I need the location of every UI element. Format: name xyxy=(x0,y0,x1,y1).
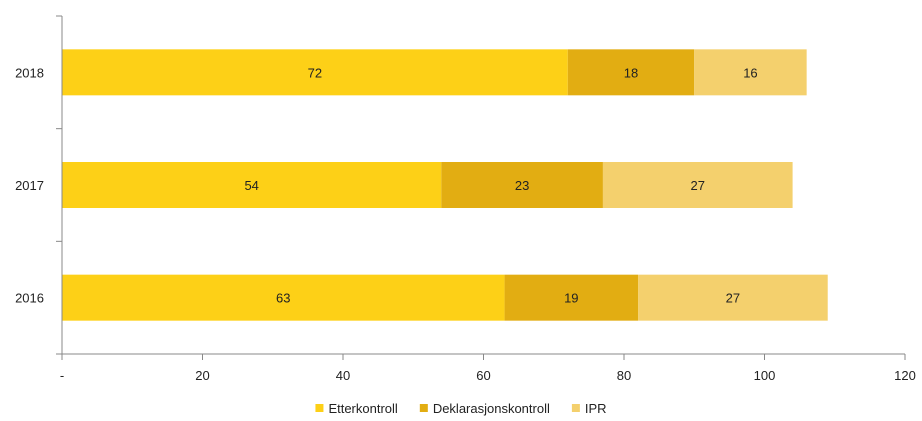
data-label-2018-ipr: 16 xyxy=(743,65,757,80)
y-tick-label-2016: 2016 xyxy=(15,291,44,306)
data-label-2016-ipr: 27 xyxy=(726,291,740,306)
bar-2018-etterkontroll xyxy=(62,49,568,96)
x-tick-label-120: 120 xyxy=(894,368,916,383)
data-label-2017-ipr: 27 xyxy=(691,178,705,193)
legend-label-deklarasjonskontroll: Deklarasjonskontroll xyxy=(433,401,550,416)
x-tick-label-40: 40 xyxy=(336,368,350,383)
labels-layer: 72 18 16 2018 54 23 27 2017 63 19 27 2016 - 20 40 60 80 1… xyxy=(15,65,916,383)
data-label-2017-deklarasjonskontroll: 23 xyxy=(515,178,529,193)
bar-2018-deklarasjonskontroll xyxy=(567,49,695,96)
x-tick-label-60: 60 xyxy=(476,368,490,383)
bar-2017-ipr xyxy=(602,162,793,208)
axes-layer xyxy=(56,15,906,360)
data-label-2016-deklarasjonskontroll: 19 xyxy=(564,291,578,306)
bar-2018-ipr xyxy=(694,49,807,96)
y-tick-label-2017: 2017 xyxy=(15,178,44,193)
bar-2016-etterkontroll xyxy=(62,274,505,321)
bar-2017-deklarasjonskontroll xyxy=(441,162,603,208)
x-tick-label-100: 100 xyxy=(754,368,776,383)
bars-layer xyxy=(62,49,828,321)
data-label-2018-deklarasjonskontroll: 18 xyxy=(624,65,638,80)
bar-2016-deklarasjonskontroll xyxy=(504,274,639,321)
bar-2016-ipr xyxy=(638,274,828,321)
data-label-2017-etterkontroll: 54 xyxy=(244,178,258,193)
x-tick-label-20: 20 xyxy=(195,368,209,383)
data-label-2018-etterkontroll: 72 xyxy=(308,65,322,80)
x-tick-label-0: - xyxy=(60,368,64,383)
legend-swatch-etterkontroll xyxy=(315,404,324,412)
legend-label-etterkontroll: Etterkontroll xyxy=(328,401,397,416)
x-tick-label-80: 80 xyxy=(617,368,631,383)
legend: Etterkontroll Deklarasjonskontroll IPR xyxy=(315,401,607,416)
y-tick-label-2018: 2018 xyxy=(15,65,44,80)
legend-label-ipr: IPR xyxy=(585,401,607,416)
legend-swatch-ipr xyxy=(571,404,580,412)
legend-swatch-deklarasjonskontroll xyxy=(419,404,428,412)
bar-2017-etterkontroll xyxy=(62,162,442,208)
data-label-2016-etterkontroll: 63 xyxy=(276,291,290,306)
